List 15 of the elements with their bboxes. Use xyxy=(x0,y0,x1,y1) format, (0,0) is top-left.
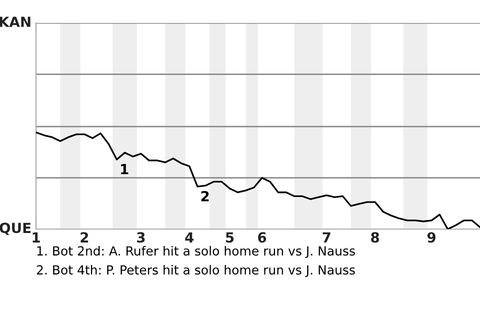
text: 2. Bot 4th: P. Peters hit a solo home run vs J. Nauss xyxy=(36,264,355,277)
x-tick-label: 7 xyxy=(322,232,330,242)
x-tick-label: 9 xyxy=(427,232,436,243)
x-tick-label: 6 xyxy=(258,232,266,243)
annotation: 1 xyxy=(121,164,128,174)
x-tick-label: 2 xyxy=(80,232,88,242)
text: KAN xyxy=(0,16,30,27)
text: QUE xyxy=(0,222,31,235)
x-tick-label: 8 xyxy=(371,232,380,243)
x-tick-label: 5 xyxy=(226,232,234,243)
x-tick-label: 1 xyxy=(32,232,40,242)
text: 1. Bot 2nd: A. Rufer hit a solo home run vs J. Nauss xyxy=(37,246,355,258)
annotation: 2 xyxy=(201,190,209,202)
x-tick-label: 3 xyxy=(137,232,145,243)
x-tick-label: 4 xyxy=(185,232,194,242)
